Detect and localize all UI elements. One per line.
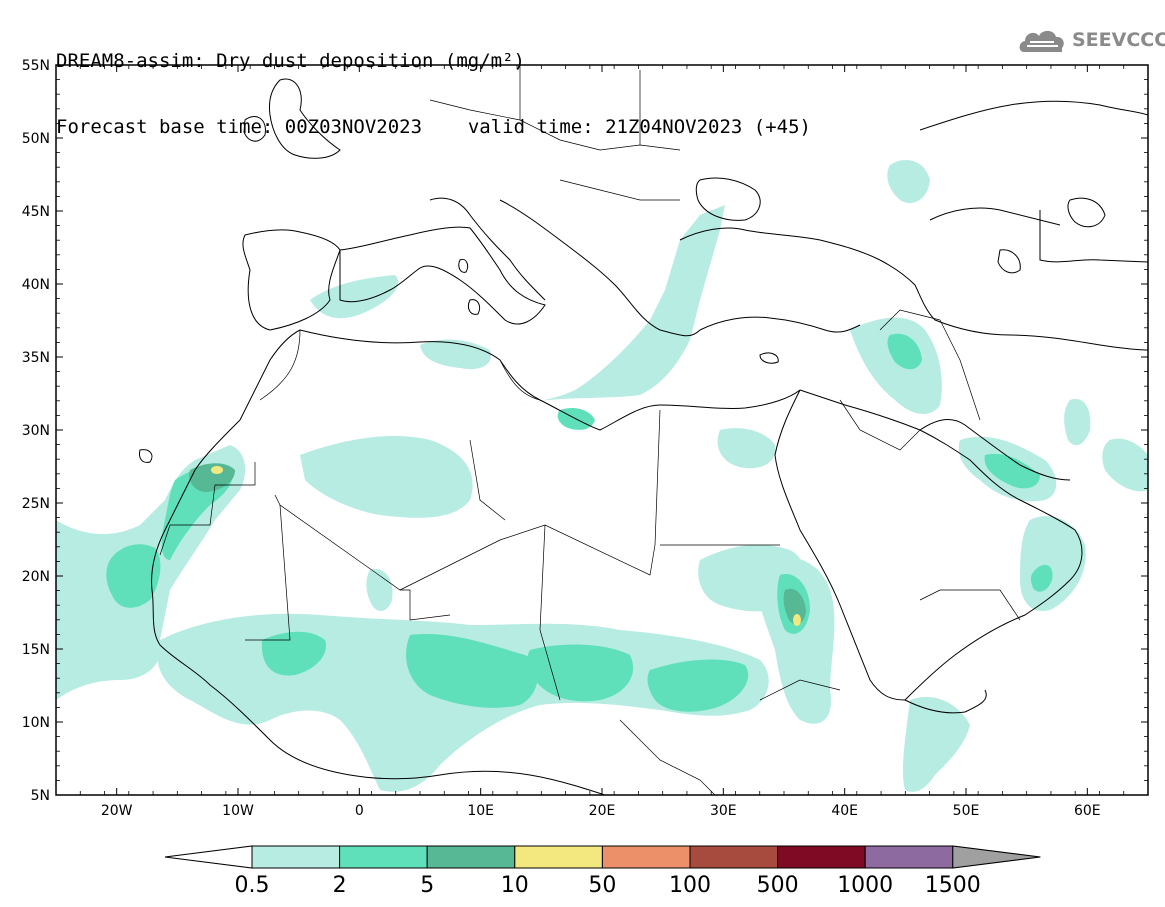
colorbar: 0.5 2 5 10 50 100 500 1000 1500 bbox=[164, 845, 1041, 898]
colorbar-label: 50 bbox=[588, 873, 616, 898]
lon-tick-label: 20W bbox=[101, 803, 133, 819]
coastlines bbox=[139, 78, 1148, 795]
seevccc-logo: SEEVCCC bbox=[1018, 24, 1165, 58]
lat-tick-label: 35N bbox=[22, 350, 50, 366]
latitude-axis: 55N 50N 45N 40N 35N 30N 25N 20N 15N 10N 5N bbox=[22, 58, 1148, 804]
dust-level-2 bbox=[106, 333, 1053, 712]
title-line: DREAM8-assim: Dry dust deposition (mg/m²… bbox=[56, 50, 525, 72]
colorbar-segment bbox=[777, 845, 866, 869]
colorbar-segment bbox=[339, 845, 428, 869]
colorbar-right-arrow bbox=[952, 845, 1041, 869]
map-title: DREAM8-assim: Dry dust deposition (mg/m²… bbox=[56, 6, 811, 160]
colorbar-label: 1000 bbox=[837, 873, 893, 898]
lon-tick-label: 40E bbox=[831, 803, 858, 819]
colorbar-label: 5 bbox=[420, 873, 434, 898]
logo-text: SEEVCCC bbox=[1072, 29, 1165, 51]
lat-tick-label: 45N bbox=[22, 204, 50, 220]
lon-tick-label: 10E bbox=[467, 803, 494, 819]
lat-tick-label: 10N bbox=[22, 715, 50, 731]
colorbar-left-arrow bbox=[164, 845, 253, 869]
colorbar-label: 100 bbox=[669, 873, 711, 898]
base-time: Forecast base time: 00Z03NOV2023 bbox=[56, 116, 423, 138]
valid-time: valid time: 21Z04NOV2023 (+45) bbox=[467, 116, 811, 138]
cloud-icon bbox=[1019, 30, 1064, 52]
colorbar-label: 10 bbox=[501, 873, 529, 898]
colorbar-segment bbox=[426, 845, 516, 869]
lon-tick-label: 10W bbox=[222, 803, 254, 819]
colorbar-label: 0.5 bbox=[235, 873, 270, 898]
lat-tick-label: 5N bbox=[31, 788, 50, 804]
colorbar-label: 2 bbox=[333, 873, 347, 898]
lat-tick-label: 50N bbox=[22, 131, 50, 147]
lat-tick-label: 40N bbox=[22, 277, 50, 293]
dust-level-10 bbox=[211, 466, 801, 626]
lat-tick-label: 20N bbox=[22, 569, 50, 585]
country-borders bbox=[159, 65, 1021, 795]
colorbar-segment bbox=[514, 845, 603, 869]
colorbar-label: 1500 bbox=[925, 873, 981, 898]
colorbar-segment bbox=[689, 845, 779, 869]
lon-tick-label: 50E bbox=[953, 803, 980, 819]
lon-tick-label: 20E bbox=[589, 803, 616, 819]
lon-tick-label: 0 bbox=[355, 803, 364, 819]
longitude-axis: 20W 10W 0 10E 20E 30E 40E 50E 60E bbox=[55, 65, 1149, 819]
colorbar-label: 500 bbox=[757, 873, 799, 898]
time-line: Forecast base time: 00Z03NOV2023 valid t… bbox=[56, 116, 811, 138]
lat-tick-label: 55N bbox=[22, 58, 50, 74]
colorbar-segment bbox=[601, 845, 691, 869]
lon-tick-label: 60E bbox=[1074, 803, 1101, 819]
dust-fields bbox=[56, 160, 1148, 792]
lon-tick-label: 30E bbox=[710, 803, 737, 819]
colorbar-segment bbox=[251, 845, 341, 869]
lat-tick-label: 15N bbox=[22, 642, 50, 658]
colorbar-segment bbox=[864, 845, 954, 869]
lat-tick-label: 30N bbox=[22, 423, 50, 439]
lat-tick-label: 25N bbox=[22, 496, 50, 512]
